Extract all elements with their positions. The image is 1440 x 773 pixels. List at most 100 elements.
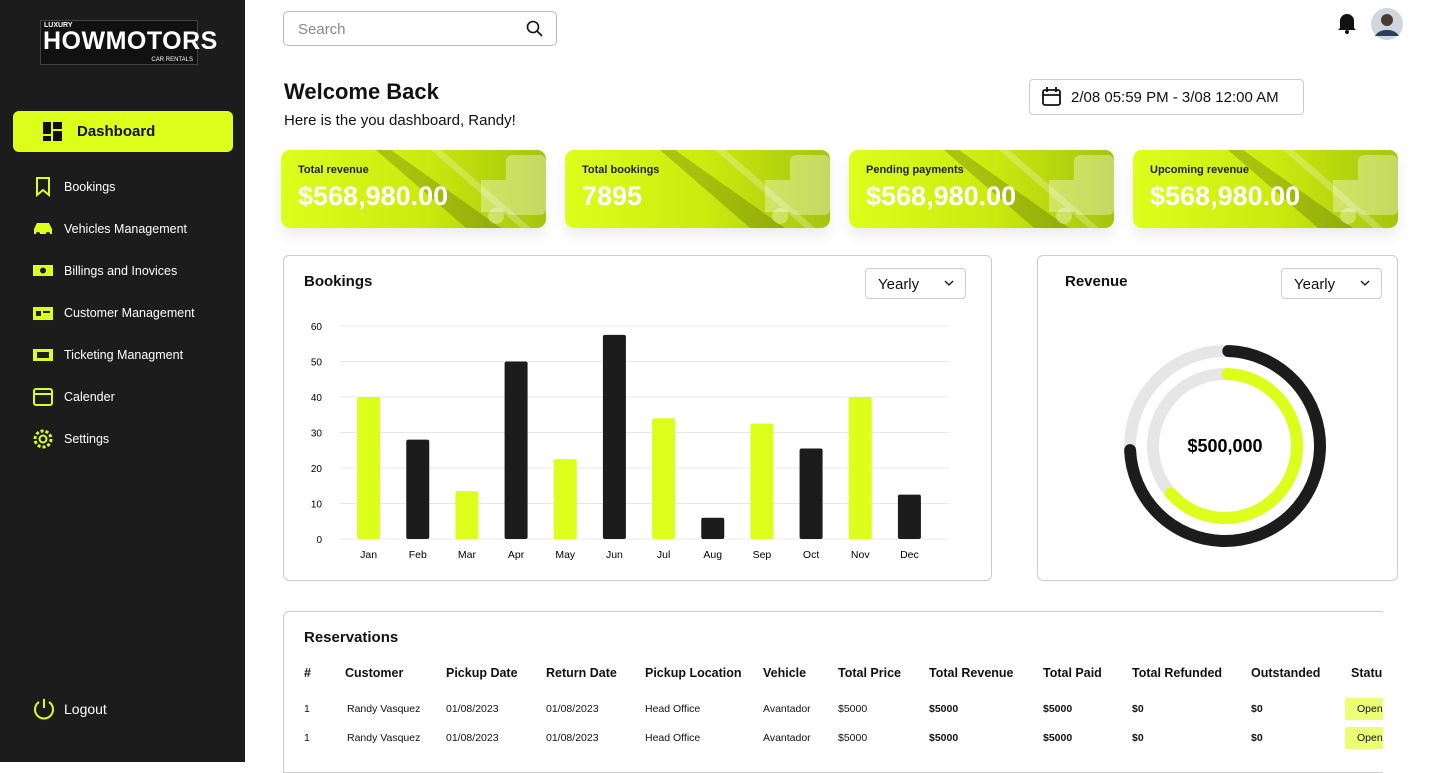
reservations-table: Reservations # Customer Pickup Date Return … <box>283 611 1383 773</box>
table-cell: 01/08/2023 <box>446 732 499 744</box>
nav-item[interactable]: Ticketing Managment <box>32 343 232 367</box>
filter-select[interactable]: Yearly <box>865 268 966 299</box>
nav-dashboard[interactable]: Dashboard <box>13 111 233 152</box>
nav-item[interactable]: Bookings <box>32 175 232 199</box>
stat-label: Total bookings <box>582 164 660 176</box>
stat-label: Pending payments <box>866 164 964 176</box>
bar <box>406 439 430 539</box>
table-cell: 01/08/2023 <box>546 703 599 715</box>
logo-name: HOWMOTORS <box>43 27 218 55</box>
filter-label: Yearly <box>878 276 920 293</box>
status-badge: Open <box>1345 727 1383 749</box>
column-header: Outstanded <box>1251 666 1321 680</box>
panel-title: Revenue <box>1065 273 1128 290</box>
bar <box>848 397 872 539</box>
bell-icon[interactable] <box>1336 12 1358 34</box>
icon <box>33 429 53 449</box>
logout[interactable]: Logout <box>32 697 232 721</box>
table-cell: Head Office <box>645 703 701 715</box>
x-tick-label: Sep <box>753 549 772 561</box>
y-tick-label: 40 <box>311 393 323 404</box>
nav-item[interactable]: Billings and Inovices <box>32 259 232 283</box>
x-tick-label: Jun <box>606 549 623 561</box>
table-cell: 1 <box>304 703 310 715</box>
y-tick-label: 20 <box>311 464 323 475</box>
bookings-panel: Bookings Yearly 0 10 20 30 40 50 60 Jan Feb Mar Ap… <box>283 255 992 581</box>
search[interactable]: Search <box>283 11 557 46</box>
bar <box>652 418 676 539</box>
bar <box>897 494 921 539</box>
y-tick-label: 10 <box>311 500 323 511</box>
bar <box>553 459 577 539</box>
stat-card: Total revenue $568,980.00 <box>281 150 546 228</box>
logo: LUXURY HOWMOTORS CAR RENTALS <box>40 20 217 65</box>
nav-label: Dashboard <box>77 123 156 140</box>
table-cell: Avantador <box>763 732 811 744</box>
bar <box>602 334 626 539</box>
table-cell: 1 <box>304 732 310 744</box>
x-tick-label: Nov <box>851 549 870 561</box>
nav-label: Logout <box>64 701 107 717</box>
stat-value: $568,980.00 <box>1150 181 1301 211</box>
icon <box>33 307 53 320</box>
nav-item[interactable]: Calender <box>32 385 232 409</box>
y-tick-label: 30 <box>311 429 323 440</box>
x-tick-label: Jul <box>657 549 670 561</box>
status-badge: Open <box>1345 698 1383 720</box>
icon <box>36 177 50 198</box>
icon <box>33 388 53 406</box>
search-icon <box>526 20 543 37</box>
bar <box>750 423 774 539</box>
nav-label: Customer Management <box>64 306 195 320</box>
bar <box>455 491 479 539</box>
icon <box>34 699 54 720</box>
x-tick-label: Apr <box>508 549 525 561</box>
table-cell: $0 <box>1132 703 1144 715</box>
filter-select[interactable]: Yearly <box>1281 268 1382 299</box>
search-placeholder: Search <box>298 21 346 38</box>
y-tick-label: 60 <box>311 322 323 333</box>
x-tick-label: Oct <box>803 549 819 561</box>
welcome-title: Welcome Back <box>284 79 439 104</box>
calendar-icon <box>1042 87 1061 106</box>
column-header: Status <box>1351 666 1383 680</box>
x-tick-label: Aug <box>703 549 722 561</box>
column-header: Total Refunded <box>1132 666 1223 680</box>
chevron <box>1360 280 1370 286</box>
stat-value: $568,980.00 <box>866 181 1017 211</box>
table-cell: Randy Vasquez <box>347 732 421 744</box>
column-header: Pickup Date <box>446 666 518 680</box>
avatar[interactable] <box>1370 7 1404 41</box>
revenue-panel: Revenue Yearly $500,000 <box>1037 255 1398 581</box>
table-cell: Head Office <box>645 732 701 744</box>
filter-label: Yearly <box>1294 276 1336 293</box>
table-cell: $0 <box>1251 732 1263 744</box>
nav-label: Billings and Inovices <box>64 264 178 278</box>
nav-item[interactable]: Customer Management <box>32 301 232 325</box>
card-decoration <box>660 150 830 228</box>
y-tick-label: 50 <box>311 358 323 369</box>
column-header: Return Date <box>546 666 617 680</box>
nav-label: Settings <box>64 432 110 446</box>
date-range[interactable]: 2/08 05:59 PM - 3/08 12:00 AM <box>1029 79 1304 115</box>
card-decoration <box>1228 150 1398 228</box>
stat-card: Upcoming revenue $568,980.00 <box>1133 150 1398 228</box>
donut-center-label: $500,000 <box>1187 436 1262 456</box>
stat-value: 7895 <box>582 181 643 211</box>
logo-bottom: CAR RENTALS <box>151 57 193 63</box>
bar <box>799 448 823 539</box>
column-header: Total Revenue <box>929 666 1014 680</box>
x-tick-label: May <box>555 549 576 561</box>
logo-top: LUXURY <box>44 22 73 29</box>
bar <box>357 397 381 539</box>
column-header: Pickup Location <box>645 666 742 680</box>
nav-item[interactable]: Settings <box>32 427 232 451</box>
stat-value: $568,980.00 <box>298 181 449 211</box>
icon <box>43 122 62 141</box>
table-cell: Randy Vasquez <box>347 703 421 715</box>
table-title: Reservations <box>304 629 399 646</box>
x-tick-label: Mar <box>458 549 477 561</box>
nav-item[interactable]: Vehicles Management <box>32 217 232 241</box>
donut: $500,000 <box>1124 345 1326 547</box>
